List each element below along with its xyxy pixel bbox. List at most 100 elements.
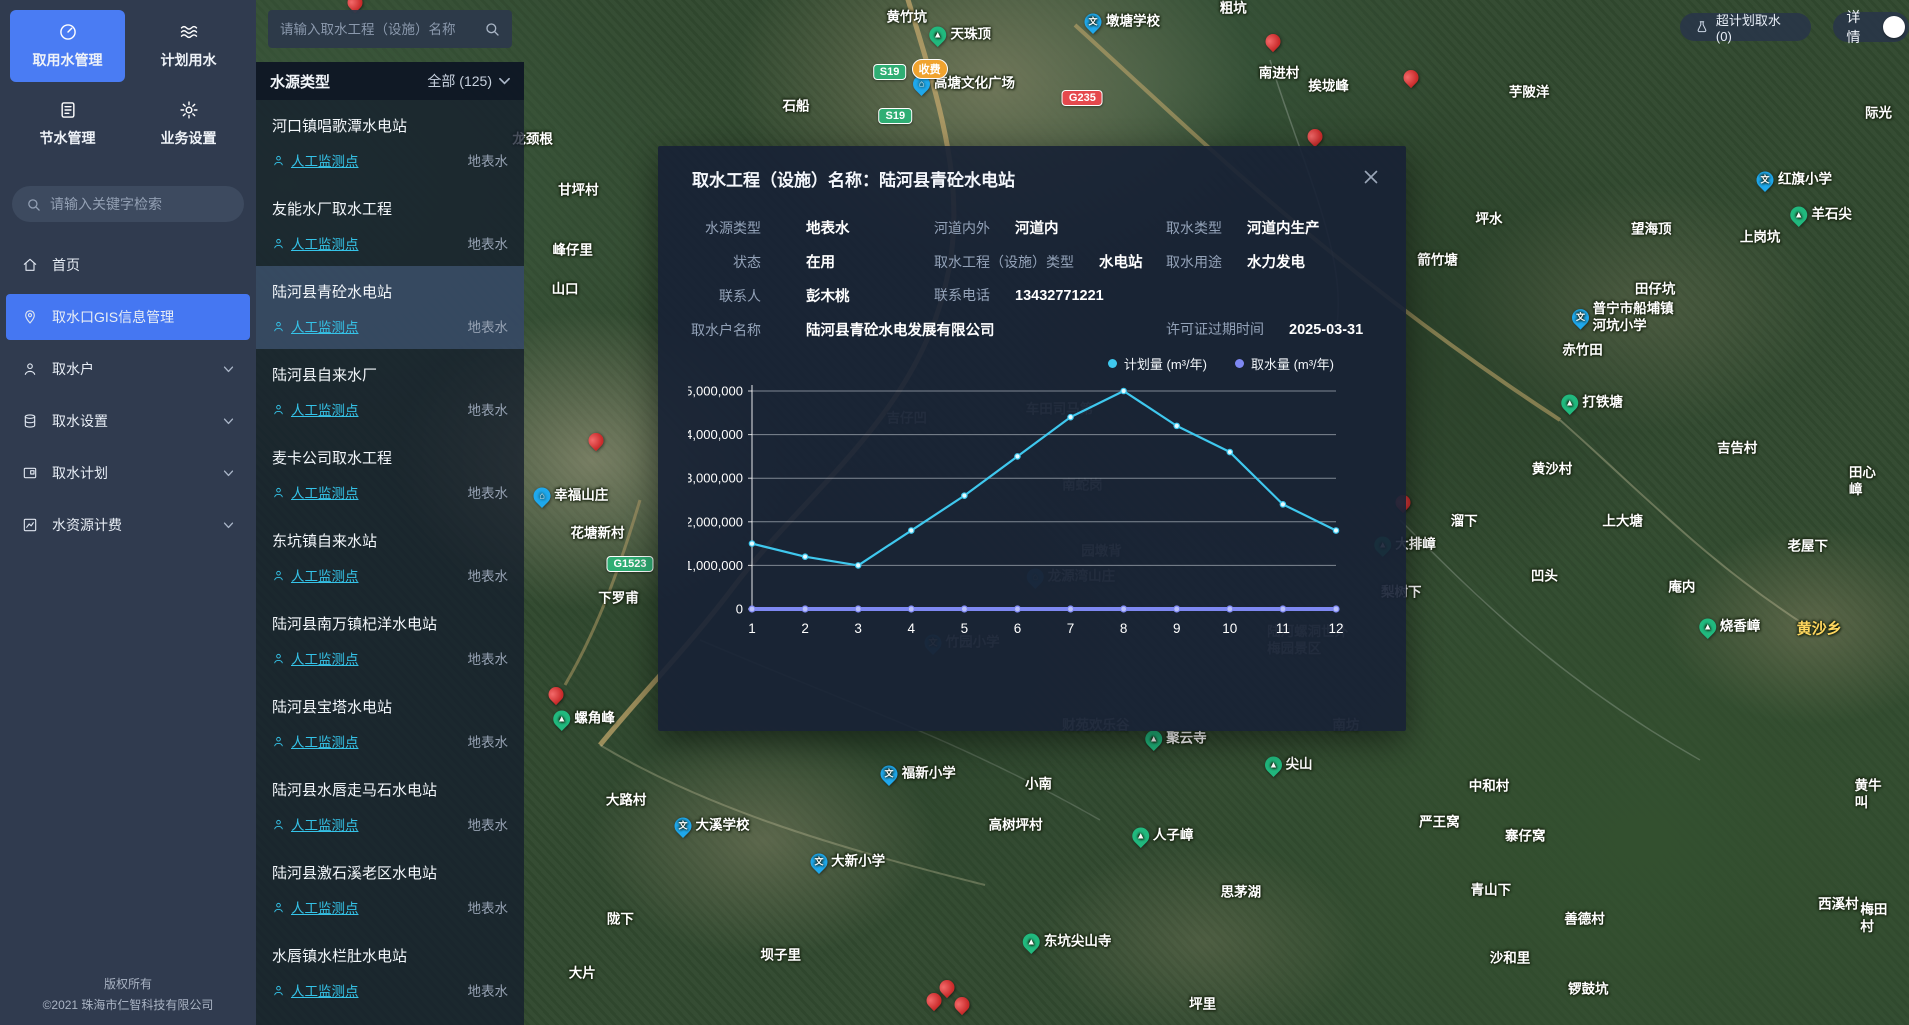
svg-text:5,000,000: 5,000,000 — [688, 384, 743, 399]
map-label: 中和村 — [1469, 779, 1510, 796]
detail-toggle[interactable]: 详情 — [1833, 9, 1909, 45]
sidebar-search-input[interactable] — [50, 196, 231, 212]
map-label-text: 黄牛叫 — [1854, 778, 1882, 811]
detail-value: 在用 — [806, 255, 835, 271]
map-label: 文普宁市船埔镇 河坑小学 — [1568, 300, 1674, 335]
detail-toggle-label: 详情 — [1846, 9, 1861, 45]
detail-value: 水电站 — [1099, 255, 1143, 271]
sidebar-item-4[interactable]: 取水计划 — [6, 450, 250, 496]
detail-label: 取水户名称 — [691, 322, 761, 338]
monitor-point-link[interactable]: 人工监测点 — [272, 316, 359, 336]
person-icon — [274, 819, 283, 829]
map-label: 箭竹塘 — [1417, 253, 1458, 270]
svg-text:12: 12 — [1328, 621, 1343, 636]
sidebar-item-0[interactable]: 首页 — [6, 242, 250, 288]
detail-label: 状态 — [733, 254, 761, 270]
monitor-point-link[interactable]: 人工监测点 — [272, 482, 359, 502]
sidebar-item-1[interactable]: 取水口GIS信息管理 — [6, 294, 250, 340]
school-marker-icon: 文 — [1081, 9, 1106, 34]
map-label-text: 普宁市船埔镇 河坑小学 — [1592, 300, 1674, 333]
map-label-text: 花塘新村 — [570, 525, 625, 541]
station-list-item[interactable]: 东坑镇自来水站 人工监测点 地表水 — [256, 515, 524, 598]
station-list-item[interactable]: 友能水厂取水工程 人工监测点 地表水 — [256, 183, 524, 266]
station-list-item[interactable]: 水唇镇水栏肚水电站 人工监测点 地表水 — [256, 930, 524, 1013]
monitor-point-link[interactable]: 人工监测点 — [272, 980, 359, 1000]
map-label-text: 坝子里 — [760, 947, 802, 963]
app-tile-2[interactable]: 节水管理 — [10, 88, 125, 160]
station-list-item[interactable]: 河口镇唱歌潭水电站 人工监测点 地表水 — [256, 100, 524, 183]
map-label-text: 青山下 — [1470, 882, 1512, 898]
app-tile-0[interactable]: 取用水管理 — [10, 10, 125, 82]
detail-cell: 状态 在用 — [688, 251, 934, 272]
chart-legend: 计划量 (m³/年) 取水量 (m³/年) — [688, 354, 1376, 373]
map-label: 望海顶 — [1631, 221, 1672, 238]
map-label: 青山下 — [1471, 882, 1512, 899]
map-label-text: 红旗小学 — [1777, 171, 1832, 187]
monitor-point-link[interactable]: 人工监测点 — [272, 399, 359, 419]
mountain-marker-icon: ▲ — [1019, 929, 1044, 954]
monitor-point-link[interactable]: 人工监测点 — [272, 814, 359, 834]
monitor-point-link[interactable]: 人工监测点 — [272, 233, 359, 253]
map-label: ▲ 聚云寺 — [1141, 726, 1207, 752]
detail-cell: 水源类型 地表水 — [688, 217, 934, 238]
app-tile-3[interactable]: 业务设置 — [131, 88, 246, 160]
map-label: 花塘新村 — [571, 526, 625, 543]
map-label: 善德村 — [1564, 912, 1605, 929]
road-badge: 收费 — [911, 58, 948, 79]
map-label: 上大塘 — [1602, 513, 1643, 530]
monitor-point-label: 人工监测点 — [291, 735, 359, 750]
close-icon[interactable] — [1360, 166, 1382, 188]
monitor-point-link[interactable]: 人工监测点 — [272, 565, 359, 585]
mountain-marker-icon: ▲ — [1128, 824, 1153, 849]
toggle-knob — [1883, 16, 1905, 38]
station-search[interactable] — [268, 10, 512, 48]
legend-item[interactable]: 取水量 (m³/年) — [1234, 354, 1334, 373]
map-label-text: 南进村 — [1258, 65, 1300, 81]
sidebar-item-label: 取水户 — [52, 361, 94, 377]
sidebar-item-2[interactable]: 取水户 — [6, 346, 250, 392]
person-icon — [274, 321, 283, 331]
detail-value: 陆河县青砼水电发展有限公司 — [806, 323, 995, 339]
station-list-item[interactable]: 陆河县激石溪老区水电站 人工监测点 地表水 — [256, 847, 524, 930]
map-label-text: 黄沙乡 — [1796, 621, 1842, 638]
station-list-item[interactable]: 陆河县宝塔水电站 人工监测点 地表水 — [256, 681, 524, 764]
monitor-point-link[interactable]: 人工监测点 — [272, 897, 359, 917]
detail-row: 水源类型 地表水 河道内外 河道内 取水类型 河道内生产 — [688, 217, 1376, 238]
map-label-text: 寨仔窝 — [1505, 828, 1546, 844]
station-list-item[interactable]: 陆河县自来水厂 人工监测点 地表水 — [256, 349, 524, 432]
station-chart: 计划量 (m³/年) 取水量 (m³/年) 0 1,000,000 2,000,000… — [685, 354, 1376, 660]
legend-dot — [1234, 359, 1244, 368]
water-type-label: 地表水 — [467, 154, 509, 169]
sidebar-item-label: 水资源计费 — [52, 517, 122, 533]
sidebar-search[interactable] — [12, 186, 244, 222]
location-pin-icon — [25, 310, 35, 324]
monitor-point-label: 人工监测点 — [291, 154, 359, 169]
detail-label: 联系人 — [719, 288, 761, 304]
map-label: 大路村 — [606, 792, 647, 809]
person-icon — [274, 570, 283, 580]
map-label: 文大溪学校 — [671, 814, 750, 839]
detail-value: 水力发电 — [1247, 255, 1305, 271]
station-list-item[interactable]: 陆河县水唇走马石水电站 人工监测点 地表水 — [256, 764, 524, 847]
copyright-line1: 版权所有 — [103, 977, 152, 992]
map-label: 文红旗小学 — [1753, 168, 1832, 193]
filter-dropdown[interactable]: 全部 (125) — [427, 71, 510, 91]
app-tile-1[interactable]: 计划用水 — [131, 10, 246, 82]
filter-label: 水源类型 — [270, 73, 331, 91]
over-plan-water-button[interactable]: 超计划取水(0) — [1680, 13, 1812, 44]
road-badge: S19 — [872, 63, 907, 80]
map-label-text: 羊石尖 — [1811, 206, 1852, 222]
monitor-point-link[interactable]: 人工监测点 — [272, 731, 359, 751]
monitor-point-link[interactable]: 人工监测点 — [272, 150, 359, 170]
station-list-item[interactable]: 陆河县青砼水电站 人工监测点 地表水 — [256, 266, 524, 349]
sidebar-item-5[interactable]: 水资源计费 — [6, 502, 250, 548]
station-list-item[interactable]: 陆河县南万镇杞洋水电站 人工监测点 地表水 — [256, 598, 524, 681]
sidebar-item-3[interactable]: 取水设置 — [6, 398, 250, 444]
station-list-item[interactable]: 麦卡公司取水工程 人工监测点 地表水 — [256, 432, 524, 515]
map-label-text: 吉告村 — [1716, 440, 1758, 456]
monitor-point-link[interactable]: 人工监测点 — [272, 648, 359, 668]
home-icon — [23, 258, 37, 271]
station-search-input[interactable] — [280, 21, 476, 37]
map-label-text: 下罗甫 — [598, 590, 639, 606]
legend-item[interactable]: 计划量 (m³/年) — [1107, 354, 1207, 373]
